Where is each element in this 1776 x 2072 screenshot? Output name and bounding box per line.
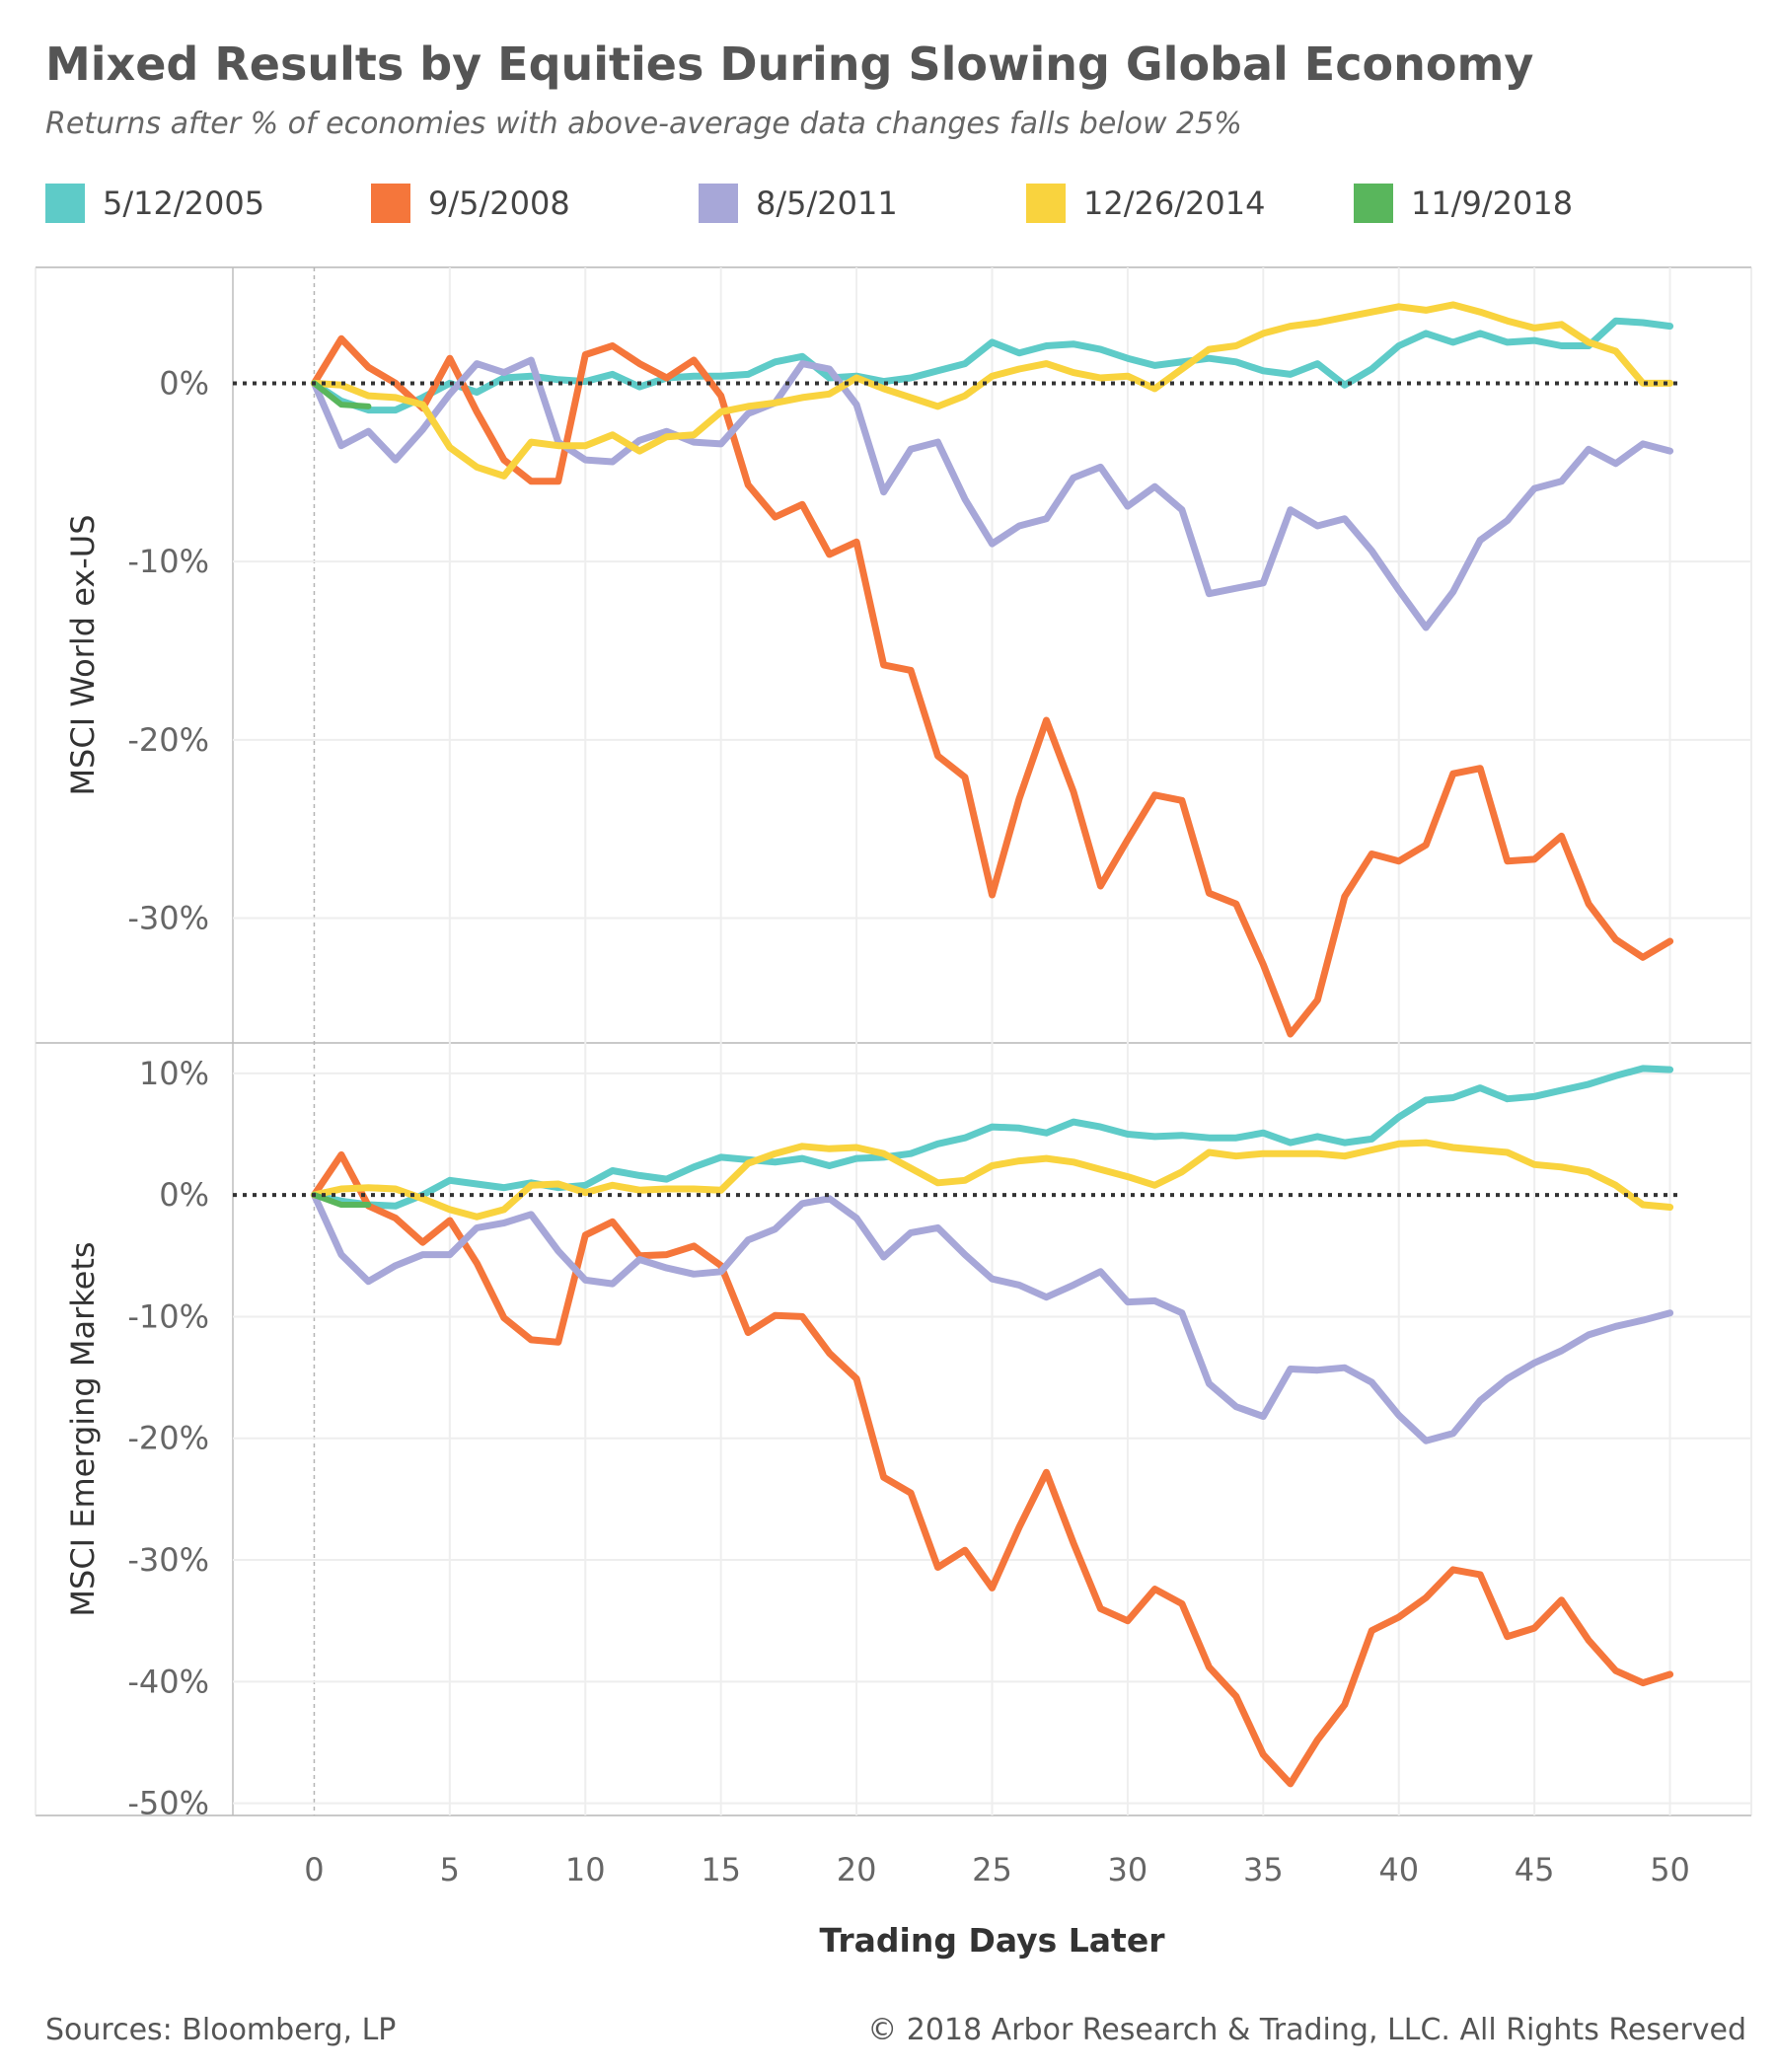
legend-label: 5/12/2005 [103, 185, 265, 222]
series-line [310, 356, 1674, 631]
y-tick-label: -20% [127, 721, 209, 759]
y-tick-label: -50% [127, 1785, 209, 1822]
legend-item: 8/5/2011 [699, 180, 898, 227]
series-line [310, 334, 1674, 1038]
series-line [311, 1192, 372, 1208]
x-tick-label: 50 [1650, 1851, 1690, 1888]
x-tick-label: 45 [1515, 1851, 1555, 1888]
legend: 5/12/2005 9/5/2008 8/5/2011 12/26/2014 11/9/… [45, 180, 1742, 227]
x-tick-label: 30 [1108, 1851, 1148, 1888]
legend-swatch [699, 184, 738, 223]
x-axis-label: Trading Days Later [820, 1921, 1166, 1960]
legend-label: 9/5/2008 [428, 185, 570, 222]
x-tick-label: 5 [440, 1851, 460, 1888]
legend-item: 11/9/2018 [1354, 180, 1573, 227]
series-line [310, 1191, 1674, 1444]
y-tick-label: -30% [127, 1541, 209, 1579]
y-tick-label: 0% [159, 364, 209, 402]
series-line [310, 301, 1674, 480]
legend-item: 9/5/2008 [371, 180, 570, 227]
x-tick-label: 0 [304, 1851, 324, 1888]
legend-swatch [371, 184, 410, 223]
x-tick-label: 25 [972, 1851, 1012, 1888]
y-tick-label: -40% [127, 1663, 209, 1700]
y-tick-label: -30% [127, 900, 209, 937]
legend-swatch [1026, 184, 1066, 223]
legend-swatch [45, 184, 85, 223]
legend-item: 5/12/2005 [45, 180, 264, 227]
chart-subtitle: Returns after % of economies with above-… [45, 107, 1242, 141]
y-tick-label: -10% [127, 543, 209, 580]
y-tick-label: 10% [139, 1055, 209, 1092]
footer-copyright: © 2018 Arbor Research & Trading, LLC. Al… [867, 2013, 1746, 2047]
y-axis-label: MSCI World ex-US [64, 514, 102, 795]
legend-label: 8/5/2011 [756, 185, 898, 222]
x-tick-label: 20 [837, 1851, 877, 1888]
legend-item: 12/26/2014 [1026, 180, 1265, 227]
series-line [311, 380, 372, 409]
x-tick-label: 10 [565, 1851, 606, 1888]
y-tick-label: -10% [127, 1297, 209, 1335]
legend-swatch [1354, 184, 1393, 223]
x-tick-label: 15 [701, 1851, 741, 1888]
legend-label: 11/9/2018 [1411, 185, 1574, 222]
series-line [310, 1150, 1674, 1788]
y-tick-label: 0% [159, 1176, 209, 1214]
y-axis-label: MSCI Emerging Markets [64, 1241, 102, 1616]
series-line [310, 1139, 1674, 1221]
x-tick-label: 40 [1378, 1851, 1419, 1888]
legend-label: 12/26/2014 [1083, 185, 1266, 222]
y-tick-label: -20% [127, 1420, 209, 1457]
footer-source: Sources: Bloomberg, LP [45, 2013, 397, 2047]
chart-title: Mixed Results by Equities During Slowing… [45, 37, 1534, 91]
x-tick-label: 35 [1243, 1851, 1284, 1888]
